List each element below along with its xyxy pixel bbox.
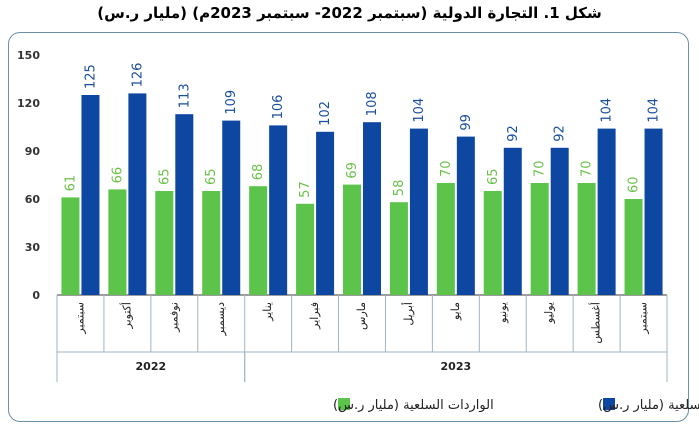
imports-data-label: 68 [251,164,266,181]
imports-bar [155,191,174,295]
exports-bar [550,147,569,295]
legend-imports-label: الواردات السلعية (مليار ر.س) [333,398,494,413]
x-tick-label: أكتوبر [119,302,133,329]
exports-data-label: 106 [271,95,286,120]
y-tick-label: 30 [25,241,41,254]
exports-data-label: 113 [177,83,192,108]
exports-bar [128,93,147,296]
exports-data-label: 109 [224,90,239,115]
exports-data-label: 126 [130,63,145,88]
exports-bar [456,136,475,295]
imports-bar [249,186,268,295]
imports-bar [108,189,127,295]
exports-bar [269,125,288,296]
exports-data-label: 125 [83,64,98,89]
exports-data-label: 99 [459,114,474,131]
x-tick-label: سبتمبر [73,302,86,335]
imports-bar [296,203,315,295]
exports-bar [409,128,428,295]
exports-bar [597,128,616,295]
imports-bar [389,202,408,295]
x-tick-label: يوليو [543,302,556,324]
imports-data-label: 70 [580,160,595,177]
x-tick-label: مارس [355,302,368,330]
y-tick-label: 90 [25,145,41,158]
imports-bar [577,183,596,295]
x-tick-label: أغسطس [589,302,603,344]
imports-data-label: 60 [627,176,642,193]
imports-data-label: 70 [533,160,548,177]
exports-bar [222,120,241,295]
imports-bar [436,183,455,295]
legend-imports-swatch [338,398,350,410]
exports-bar [644,128,663,295]
legend-exports-swatch [603,398,615,410]
imports-data-label: 65 [204,168,219,185]
x-tick-label: نوفمبر [167,302,180,333]
exports-data-label: 104 [647,98,662,123]
chart-title: شكل 1. التجارة الدولية (سبتمبر 2022- سبت… [97,4,602,22]
exports-bar [175,114,194,295]
x-tick-label: مايو [449,302,462,321]
exports-bar [81,95,100,295]
x-tick-label: سبتمبر [637,302,650,335]
chart-frame [8,32,689,422]
imports-data-label: 61 [63,175,78,192]
imports-bar [530,183,549,295]
year-label: 2022 [136,360,167,373]
exports-data-label: 102 [318,101,333,126]
imports-bar [483,191,502,295]
imports-bar [343,184,361,295]
imports-data-label: 65 [157,168,172,185]
exports-bar [363,122,381,295]
exports-bar [316,131,335,295]
imports-bar [202,191,221,295]
y-tick-label: 150 [17,49,40,62]
exports-data-label: 92 [553,125,568,142]
exports-bar [503,147,522,295]
x-tick-label: فبراير [308,302,321,330]
imports-data-label: 70 [439,160,454,177]
imports-data-label: 57 [298,181,313,198]
imports-bar [624,199,643,295]
y-tick-label: 120 [17,97,40,110]
imports-data-label: 58 [392,180,407,197]
x-tick-label: يناير [261,302,274,322]
x-axis: سبتمبر أكتوبر نوفمبر ديسمبر يناير فبراير مارس أ… [56,295,668,382]
imports-data-label: 66 [110,167,125,184]
bars-group [61,93,663,296]
x-tick-label: ديسمبر [214,302,227,337]
imports-bar [61,197,80,295]
exports-data-label: 104 [412,98,427,123]
x-tick-label: يونيو [496,302,509,324]
imports-data-label: 69 [345,162,360,179]
exports-data-label: 92 [506,125,521,142]
exports-data-label: 108 [365,91,380,116]
legend: الصادرات السلعية (مليار ر.س) الواردات الس… [333,398,699,413]
year-label: 2023 [441,360,472,373]
imports-data-label: 65 [486,168,501,185]
data-labels-group: 61 125 66 126 65 113 65 109 68 106 57 102 69 108 58 104… [63,63,661,198]
y-tick-label: 0 [32,289,40,302]
legend-exports-label: الصادرات السلعية (مليار ر.س) [598,398,699,413]
x-tick-label: أبريل [401,302,415,326]
y-tick-label: 60 [25,193,41,206]
exports-data-label: 104 [600,98,615,123]
